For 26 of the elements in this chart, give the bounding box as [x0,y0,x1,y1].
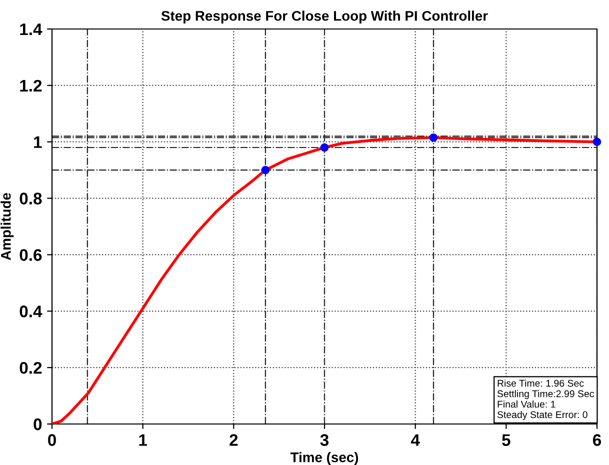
x-tick-label: 4 [410,434,420,446]
x-axis-title: Time (sec) [290,452,358,465]
y-tick-label: 0 [34,418,42,430]
annotation: Rise Time: 1.96 Sec [498,380,584,387]
chart-title: Step Response For Close Loop With PI Controller [161,10,488,24]
y-tick-label: 0.4 [20,306,42,318]
annotation: Final Value: 1 [498,400,556,408]
x-tick-label: 0 [48,434,56,446]
y-tick-label: 1.4 [20,24,42,36]
point [261,166,270,174]
x-tick-label: 3 [320,434,329,446]
x-tick-label: 6 [592,434,602,446]
y-tick-label: 0.8 [20,192,42,204]
y-tick-label: 0.6 [20,249,42,261]
x-tick-label: 2 [230,434,238,446]
y-tick-label: 1.2 [20,80,42,92]
annotation: Settling Time:2.99 Sec [497,390,594,400]
y-tick-label: 0.2 [20,362,42,374]
x-tick-label: 5 [502,434,510,446]
y-tick-label: 1 [34,136,42,148]
point [592,138,602,146]
x-tick-label: 1 [139,434,148,446]
point [429,133,438,142]
point [320,143,329,152]
y-axis-title: Amplitude [0,193,14,260]
annotation: Steady State Error: 0 [497,410,588,420]
